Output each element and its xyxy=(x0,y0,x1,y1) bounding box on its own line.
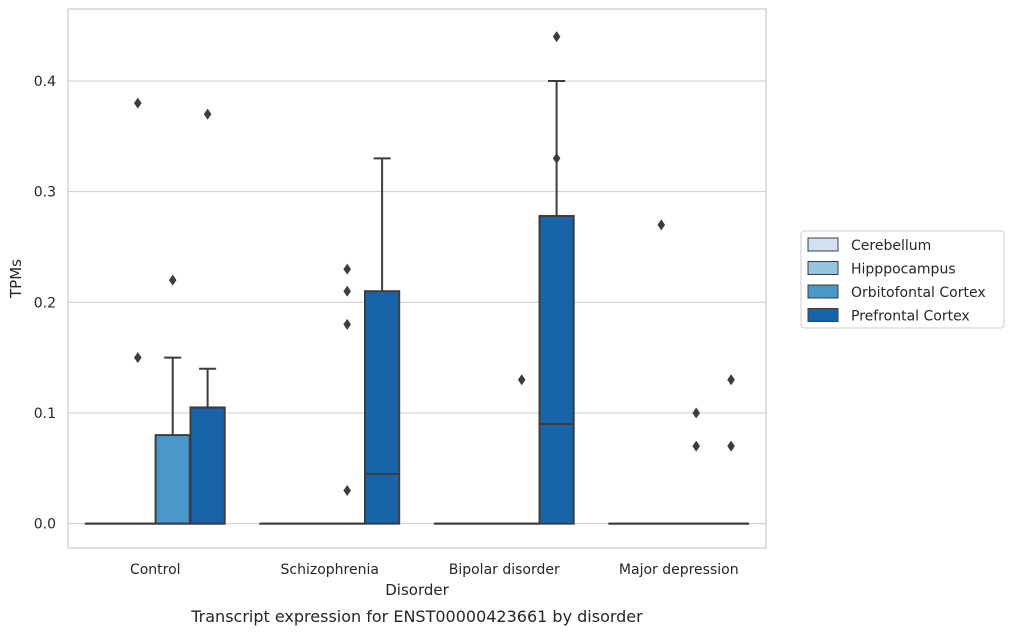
legend-label: Orbitofontal Cortex xyxy=(851,285,986,301)
y-tick-label: 0.1 xyxy=(34,406,56,422)
y-tick-labels: 0.0 0.1 0.2 0.3 0.4 xyxy=(34,74,56,533)
chart-caption: Transcript expression for ENST0000042366… xyxy=(190,607,643,626)
outlier-point xyxy=(692,407,700,419)
box-groups xyxy=(84,31,750,525)
outlier-point xyxy=(727,374,735,386)
box-orbitofontal-cortex xyxy=(678,407,715,525)
outlier-point xyxy=(343,484,351,496)
x-tick-label: Bipolar disorder xyxy=(449,562,560,578)
legend: Cerebellum Hipppocampus Orbitofontal Corte… xyxy=(800,230,1005,329)
box-body xyxy=(154,434,191,525)
outlier-point xyxy=(727,440,735,452)
outlier-point xyxy=(657,219,666,231)
box-body xyxy=(538,214,575,525)
y-tick-label: 0.2 xyxy=(34,295,56,311)
outlier-point xyxy=(343,285,351,297)
x-tick-labels: Control Schizophrenia Bipolar disorder Majo… xyxy=(130,562,739,578)
outlier-point xyxy=(552,31,561,43)
x-tick-label: Major depression xyxy=(619,562,739,578)
y-tick-label: 0.4 xyxy=(34,74,56,90)
outlier-point xyxy=(552,152,561,164)
y-tick-label: 0.0 xyxy=(34,517,56,533)
box-hipppocampus xyxy=(119,97,156,525)
box-prefrontal-cortex xyxy=(712,374,750,525)
box-prefrontal-cortex xyxy=(363,157,401,525)
legend-label: Prefrontal Cortex xyxy=(851,309,970,325)
box-prefrontal-cortex xyxy=(538,31,575,525)
x-tick-label: Control xyxy=(130,562,181,578)
box-orbitofontal-cortex xyxy=(503,374,540,525)
plot-frame xyxy=(67,8,767,549)
y-tick-label: 0.3 xyxy=(34,185,56,201)
outlier-point xyxy=(203,108,212,120)
outlier-point xyxy=(134,352,142,364)
y-axis-label: TPMs xyxy=(7,259,25,299)
box-body xyxy=(189,406,226,525)
outlier-point xyxy=(692,440,700,452)
outlier-point xyxy=(134,97,142,109)
outlier-point xyxy=(517,374,526,386)
box-body xyxy=(363,290,401,525)
box-prefrontal-cortex xyxy=(189,108,226,525)
box-orbitofontal-cortex xyxy=(154,274,191,525)
x-tick-label: Schizophrenia xyxy=(281,562,379,578)
x-axis-label: Disorder xyxy=(385,581,449,599)
legend-swatch xyxy=(807,284,839,299)
box-hipppocampus xyxy=(643,219,680,525)
legend-swatch xyxy=(807,261,839,275)
legend-swatch xyxy=(807,237,839,252)
legend-label: Hipppocampus xyxy=(851,262,956,278)
legend-frame xyxy=(800,230,1005,329)
outlier-point xyxy=(168,274,177,286)
outlier-point xyxy=(343,318,351,330)
legend-label: Cerebellum xyxy=(851,238,931,254)
outlier-point xyxy=(343,263,351,275)
legend-swatch xyxy=(807,308,839,322)
